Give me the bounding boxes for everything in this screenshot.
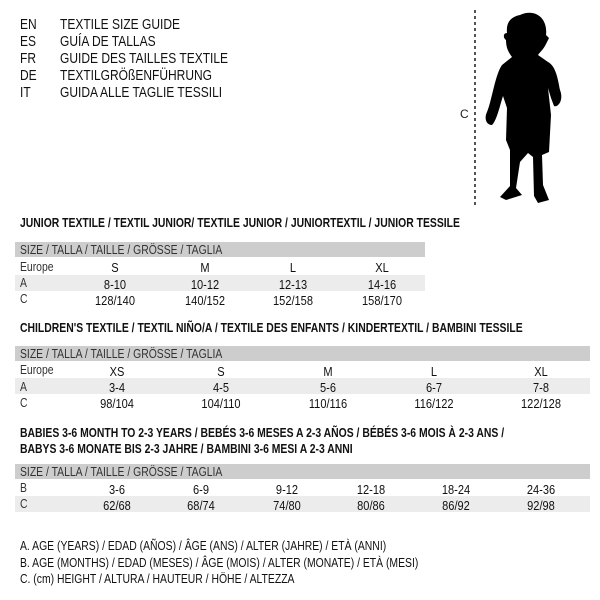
table-cell: 110/116 bbox=[308, 396, 348, 411]
table-cell: 10-12 bbox=[190, 277, 220, 292]
table-cell: 122/128 bbox=[521, 396, 561, 411]
legend-b: B. AGE (MONTHS) / EDAD (MESES) / ÂGE (MO… bbox=[20, 555, 419, 570]
table-cell: 5-6 bbox=[320, 380, 336, 395]
row-label: B bbox=[20, 480, 27, 495]
table-cell: M bbox=[200, 260, 210, 275]
baby-silhouette-icon bbox=[485, 12, 562, 204]
table-cell: XL bbox=[534, 364, 548, 379]
lang-code: ES bbox=[20, 33, 37, 50]
title-text: GUIDE DES TAILLES TEXTILE bbox=[60, 50, 229, 67]
row-label: C bbox=[20, 395, 28, 410]
lang-code: IT bbox=[20, 84, 31, 101]
table-cell: S bbox=[111, 260, 119, 275]
size-header-label: SIZE / TALLA / TAILLE / GRÖSSE / TAGLIA bbox=[20, 464, 223, 479]
children-size-header bbox=[15, 346, 590, 361]
legend-a: A. AGE (YEARS) / EDAD (AÑOS) / ÂGE (ANS)… bbox=[20, 538, 387, 553]
row-label: Europe bbox=[20, 259, 54, 274]
lang-code: FR bbox=[20, 50, 36, 67]
table-cell: XL bbox=[375, 260, 389, 275]
table-cell: 86/92 bbox=[442, 498, 470, 513]
babies-heading-line2: BABYS 3-6 MONATE BIS 2-3 JAHRE / BAMBINI… bbox=[20, 441, 353, 456]
table-cell: 80/86 bbox=[357, 498, 385, 513]
lang-code: DE bbox=[20, 67, 37, 84]
table-cell: 68/74 bbox=[187, 498, 215, 513]
row-label: Europe bbox=[20, 362, 54, 377]
lang-code: EN bbox=[20, 16, 37, 33]
table-cell: 3-6 bbox=[109, 482, 125, 497]
table-cell: 128/140 bbox=[95, 293, 135, 308]
table-cell: 92/98 bbox=[527, 498, 555, 513]
row-label: A bbox=[20, 275, 27, 290]
figure-label: C bbox=[460, 107, 469, 121]
table-cell: M bbox=[323, 364, 333, 379]
table-cell: 6-9 bbox=[193, 482, 209, 497]
table-cell: 4-5 bbox=[213, 380, 229, 395]
table-cell: 104/110 bbox=[201, 396, 241, 411]
table-cell: 18-24 bbox=[441, 482, 471, 497]
table-cell: 7-8 bbox=[533, 380, 549, 395]
table-cell: 74/80 bbox=[273, 498, 301, 513]
legend-c: C. (cm) HEIGHT / ALTURA / HAUTEUR / HÖHE… bbox=[20, 571, 295, 586]
row-shade bbox=[15, 378, 590, 394]
table-cell: L bbox=[289, 260, 297, 275]
row-label: C bbox=[20, 496, 28, 511]
size-header-label: SIZE / TALLA / TAILLE / GRÖSSE / TAGLIA bbox=[20, 346, 223, 361]
table-cell: 12-18 bbox=[356, 482, 386, 497]
babies-size-header bbox=[15, 464, 590, 479]
table-cell: 12-13 bbox=[278, 277, 308, 292]
size-header-label: SIZE / TALLA / TAILLE / GRÖSSE / TAGLIA bbox=[20, 242, 223, 257]
row-label: C bbox=[20, 291, 28, 306]
row-label: A bbox=[20, 379, 27, 394]
row-shade bbox=[15, 496, 590, 512]
table-cell: L bbox=[430, 364, 438, 379]
table-cell: 62/68 bbox=[103, 498, 131, 513]
title-text: GUIDA ALLE TAGLIE TESSILI bbox=[60, 84, 223, 101]
baby-silhouette-figure: C bbox=[460, 10, 562, 206]
table-cell: 98/104 bbox=[100, 396, 134, 411]
table-cell: 6-7 bbox=[426, 380, 442, 395]
junior-size-header bbox=[15, 242, 425, 257]
table-cell: 140/152 bbox=[185, 293, 225, 308]
table-cell: 24-36 bbox=[526, 482, 556, 497]
title-text: GUÍA DE TALLAS bbox=[60, 33, 156, 50]
table-cell: 116/122 bbox=[414, 396, 454, 411]
babies-heading-line1: BABIES 3-6 MONTH TO 2-3 YEARS / BEBÉS 3-… bbox=[20, 425, 505, 440]
table-cell: 3-4 bbox=[109, 380, 125, 395]
junior-heading: JUNIOR TEXTILE / TEXTIL JUNIOR/ TEXTILE … bbox=[20, 215, 460, 230]
title-text: TEXTILGRÖßENFÜHRUNG bbox=[60, 67, 213, 84]
table-cell: 8-10 bbox=[103, 277, 127, 292]
table-cell: S bbox=[217, 364, 225, 379]
table-cell: 152/158 bbox=[273, 293, 313, 308]
table-cell: 9-12 bbox=[275, 482, 299, 497]
children-heading: CHILDREN'S TEXTILE / TEXTIL NIÑO/A / TEX… bbox=[20, 320, 523, 335]
title-text: TEXTILE SIZE GUIDE bbox=[60, 16, 181, 33]
table-cell: 158/170 bbox=[362, 293, 402, 308]
row-shade bbox=[15, 275, 425, 291]
table-cell: XS bbox=[109, 364, 125, 379]
table-cell: 14-16 bbox=[367, 277, 397, 292]
